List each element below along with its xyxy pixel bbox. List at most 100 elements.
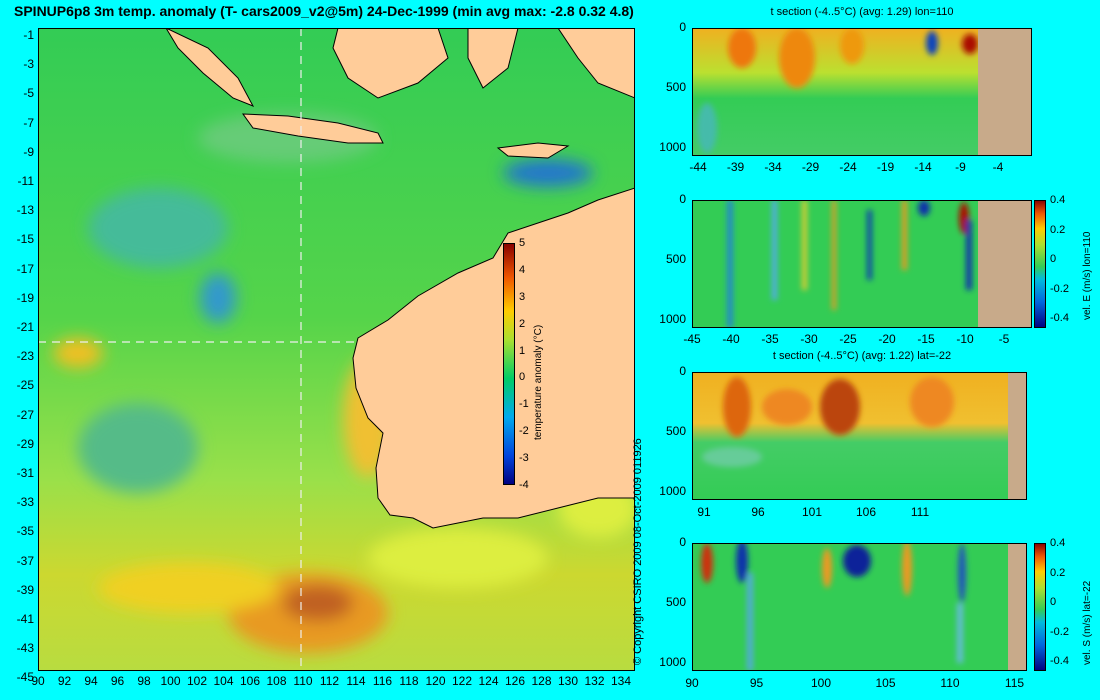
x-tick-label: 112 xyxy=(319,674,340,688)
y-tick-label: -33 xyxy=(16,495,34,510)
y-tick-label: 500 xyxy=(665,80,686,94)
colorbar-tick-label: 0.2 xyxy=(1050,223,1066,236)
x-tick-label: 110 xyxy=(940,676,960,690)
velocity-s-colorbar-label: vel. S (m/s) lat=-22 xyxy=(1082,580,1093,665)
y-tick-label: -39 xyxy=(16,582,34,597)
y-tick-label: -45 xyxy=(16,670,34,685)
y-tick-label: -17 xyxy=(16,261,34,276)
chart-title: SPINUP6p8 3m temp. anomaly (T- cars2009_… xyxy=(14,3,634,19)
section-1-title: t section (-4..5°C) (avg: 1.29) lon=110 xyxy=(770,6,954,18)
section-4-x-axis: 90 95 100 105 110 115 xyxy=(685,676,1027,692)
x-tick-label: -29 xyxy=(801,160,820,174)
x-tick-label: 96 xyxy=(751,505,765,519)
section-4-y-axis: 0 500 1000 xyxy=(650,535,690,671)
y-tick-label: 500 xyxy=(665,424,686,438)
x-tick-label: -45 xyxy=(683,332,701,346)
y-tick-label: -43 xyxy=(16,641,34,656)
lon110-temperature-section xyxy=(692,28,1032,156)
temperature-anomaly-map xyxy=(38,28,635,671)
velocity-e-colorbar xyxy=(1034,200,1046,328)
x-tick-label: 100 xyxy=(160,674,181,688)
section-3-title: t section (-4..5°C) (avg: 1.22) lat=-22 xyxy=(772,350,952,362)
x-tick-label: 115 xyxy=(1004,676,1025,690)
sulawesi-landmass xyxy=(467,28,519,89)
x-tick-label: -25 xyxy=(839,332,857,346)
x-tick-label: 95 xyxy=(749,676,764,690)
y-tick-label: -29 xyxy=(16,436,34,451)
x-tick-label: -20 xyxy=(878,332,896,346)
colorbar-tick-label: -3 xyxy=(519,452,529,465)
colorbar-tick-label: -4 xyxy=(519,479,529,491)
y-tick-label: 500 xyxy=(665,252,686,266)
x-tick-label: -9 xyxy=(955,160,966,174)
section-2-y-axis: 0 500 1000 xyxy=(650,192,690,328)
y-tick-label: -11 xyxy=(17,174,34,188)
y-tick-label: -5 xyxy=(23,86,34,101)
colorbar-tick-label: 5 xyxy=(519,237,526,249)
x-tick-label: -14 xyxy=(914,160,932,174)
australia-landmass xyxy=(352,187,635,529)
colorbar-tick-label: 1 xyxy=(519,344,526,357)
section-3-x-axis: 91 96 101 106 111 xyxy=(692,505,1027,521)
new-guinea-landmass xyxy=(557,28,635,99)
x-tick-label: -5 xyxy=(998,332,1010,346)
y-tick-label: -35 xyxy=(16,524,34,539)
colorbar-tick-label: -2 xyxy=(519,425,529,438)
colorbar-tick-label: -0.4 xyxy=(1050,312,1069,324)
y-tick-label: -41 xyxy=(16,612,34,626)
y-tick-label: -13 xyxy=(16,203,34,218)
x-tick-label: 94 xyxy=(84,674,98,688)
x-tick-label: 124 xyxy=(478,674,499,688)
map-x-axis: 90 92 94 96 98 100 102 104 106 108 110 112 114 116 118… xyxy=(31,674,635,694)
x-tick-label: 108 xyxy=(266,674,287,688)
y-tick-label: -1 xyxy=(23,28,34,42)
x-tick-label: 118 xyxy=(399,674,419,688)
colorbar-tick-label: 0.2 xyxy=(1050,566,1066,579)
x-tick-label: 92 xyxy=(57,674,72,688)
x-tick-label: 104 xyxy=(213,674,234,688)
land-masses xyxy=(165,28,635,529)
x-tick-label: 110 xyxy=(293,674,313,688)
section-3-y-axis: 0 500 1000 xyxy=(650,364,690,500)
colorbar-tick-label: -0.2 xyxy=(1050,282,1069,295)
x-tick-label: -39 xyxy=(726,160,745,174)
colorbar-tick-label: 4 xyxy=(519,263,526,276)
y-tick-label: -15 xyxy=(16,232,34,247)
y-tick-label: -21 xyxy=(16,320,34,334)
java-landmass xyxy=(241,113,384,144)
lon110-eastward-velocity-section xyxy=(692,200,1032,328)
x-tick-label: 122 xyxy=(451,674,473,688)
x-tick-label: 128 xyxy=(531,674,552,688)
x-tick-label: -4 xyxy=(992,160,1004,174)
velocity-s-colorbar-ticks: 0.4 0.2 0 -0.2 -0.4 xyxy=(1048,537,1078,671)
y-tick-label: 500 xyxy=(665,595,686,609)
x-tick-label: -40 xyxy=(722,332,740,346)
x-tick-label: 132 xyxy=(584,674,605,688)
x-tick-label: -10 xyxy=(956,332,974,346)
x-tick-label: -30 xyxy=(800,332,818,346)
colorbar-tick-label: -0.2 xyxy=(1050,625,1069,638)
x-tick-label: 90 xyxy=(31,674,45,688)
map-colorbar-label: temperature anomaly (°C) xyxy=(533,324,544,440)
y-tick-label: -25 xyxy=(16,378,34,393)
x-tick-label: -35 xyxy=(761,332,779,346)
x-tick-label: -24 xyxy=(839,160,857,174)
x-tick-label: 120 xyxy=(425,674,446,688)
colorbar-tick-label: 3 xyxy=(519,290,526,303)
lat22-southward-velocity-section xyxy=(692,543,1027,671)
map-y-axis: -1 -3 -5 -7 -9 -11 -13 -15 -17 -19 -21 -23 -25 -27 -29… xyxy=(0,28,38,684)
copyright-text: © Copyright CSIRO 2009 08-Oct-2009 01192… xyxy=(632,438,644,665)
x-tick-label: 91 xyxy=(697,505,711,519)
borneo-landmass xyxy=(332,28,449,99)
map-colorbar-ticks: 5 4 3 2 1 0 -1 -2 -3 -4 xyxy=(517,237,537,491)
section-1-y-axis: 0 500 1000 xyxy=(650,20,690,156)
sumatra-landmass xyxy=(165,28,255,107)
section-2-x-axis: -45 -40 -35 -30 -25 -20 -15 -10 -5 xyxy=(683,332,1032,348)
colorbar-tick-label: -0.4 xyxy=(1050,655,1069,667)
timor-landmass xyxy=(496,142,570,159)
y-tick-label: 0 xyxy=(679,192,686,206)
x-tick-label: 98 xyxy=(137,674,151,688)
x-tick-label: -44 xyxy=(689,160,707,174)
y-tick-label: 0 xyxy=(679,535,686,549)
y-tick-label: 1000 xyxy=(659,484,686,498)
